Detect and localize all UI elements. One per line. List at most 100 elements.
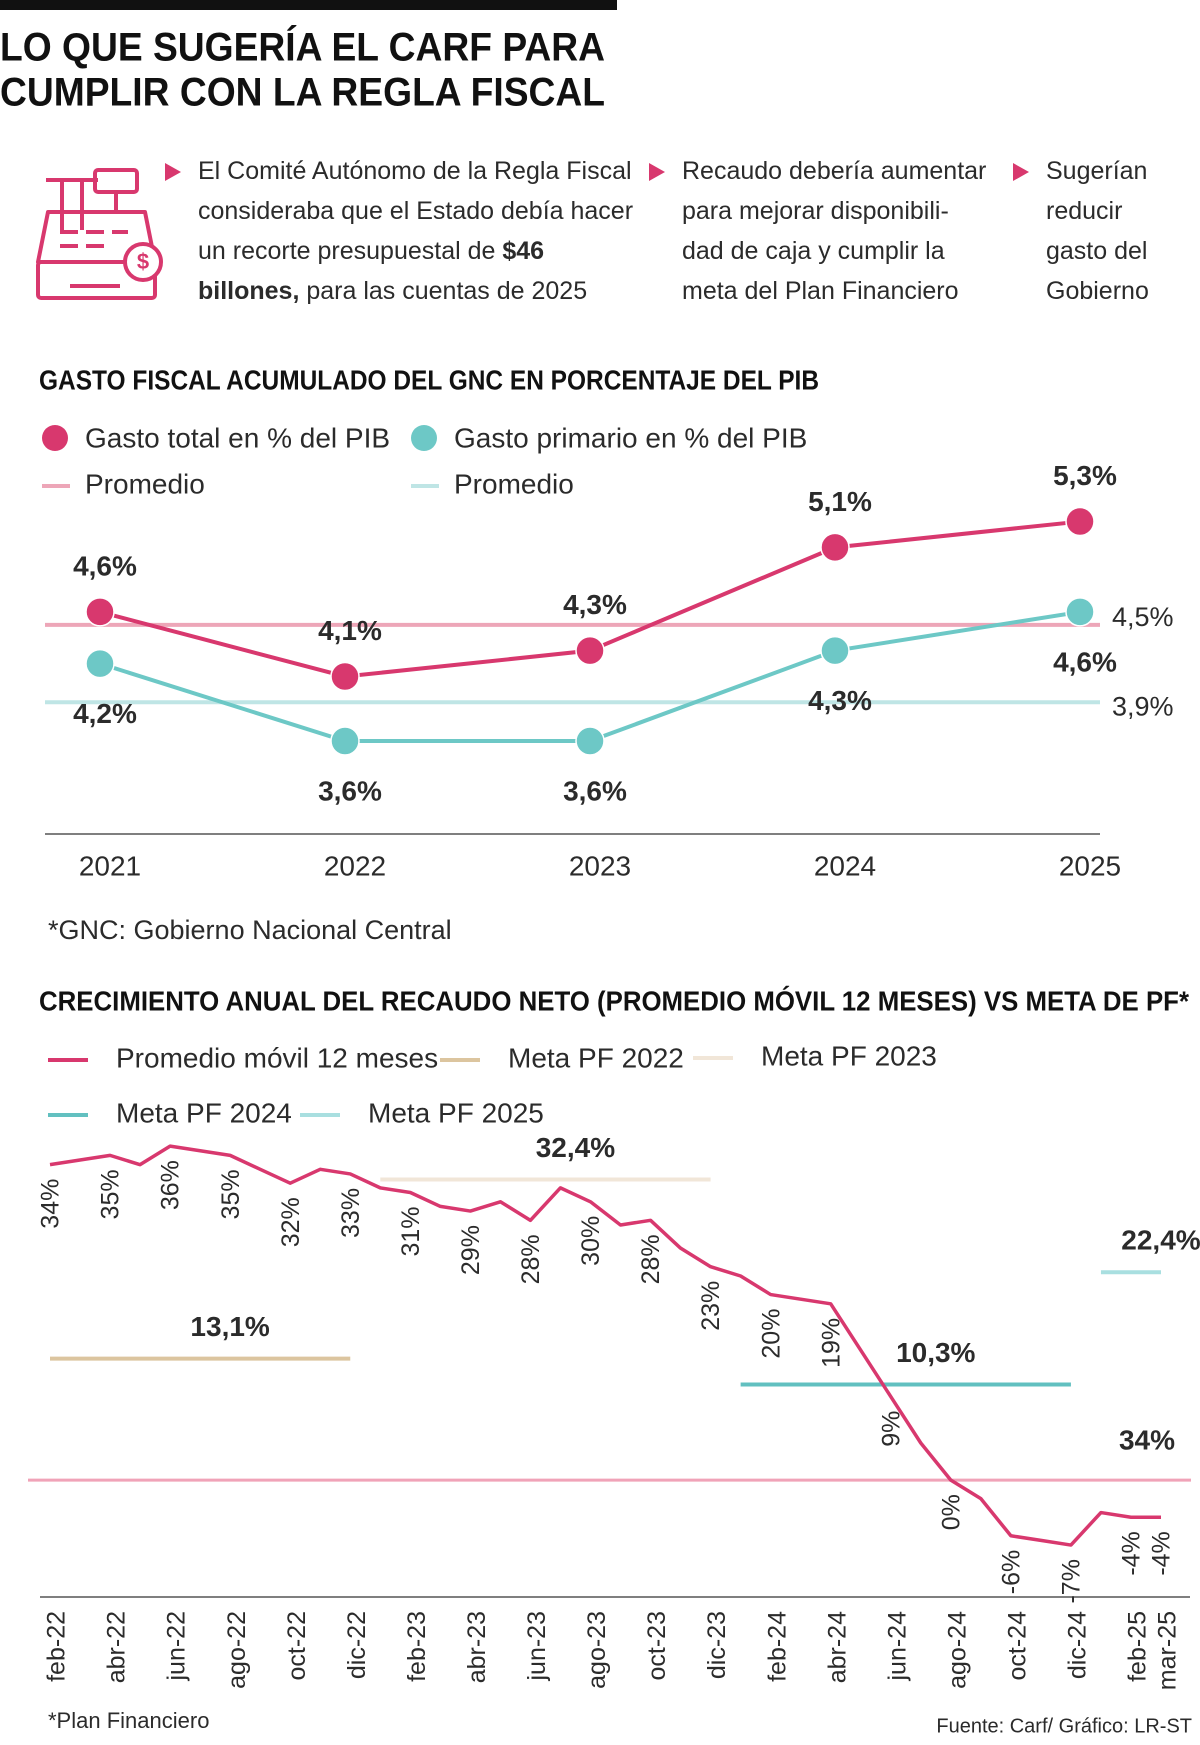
- x-tick-label: 2021: [79, 850, 141, 881]
- data-label: 20%: [757, 1309, 785, 1359]
- x-tick-label: feb-22: [43, 1611, 71, 1682]
- legend-label: Gasto primario en % del PIB: [454, 422, 807, 453]
- legend-label: Promedio móvil 12 meses: [116, 1042, 438, 1073]
- data-point: [1065, 506, 1095, 537]
- x-tick-label: abr-23: [463, 1611, 491, 1683]
- chart-title: GASTO FISCAL ACUMULADO DEL GNC EN PORCEN…: [39, 364, 819, 395]
- text-run: Recaudo debería aumentar: [682, 157, 986, 185]
- text-run: para mejorar disponibili-: [682, 197, 949, 225]
- data-point: [85, 648, 115, 679]
- x-tick-label: jun-23: [523, 1611, 551, 1682]
- annotation: 34%: [1119, 1424, 1175, 1455]
- data-label: 0%: [937, 1494, 965, 1530]
- data-label: 35%: [97, 1169, 125, 1219]
- x-tick-label: dic-22: [343, 1611, 371, 1679]
- page-title: CUMPLIR CON LA REGLA FISCAL: [0, 71, 605, 115]
- bullet-marker: [1013, 163, 1029, 181]
- data-label: 23%: [697, 1281, 725, 1331]
- text-run: consideraba que el Estado debía hacer: [198, 197, 633, 225]
- bullet-text: reducir: [1046, 197, 1122, 225]
- page-title: LO QUE SUGERÍA EL CARF PARA: [0, 25, 605, 70]
- legend-label: Meta PF 2025: [368, 1097, 544, 1128]
- target-label: 10,3%: [896, 1337, 975, 1368]
- data-label: 4,6%: [73, 550, 137, 581]
- text-run: Sugerían: [1046, 157, 1147, 185]
- bullet-text: Gobierno: [1046, 277, 1149, 305]
- data-label: 5,3%: [1053, 460, 1117, 491]
- legend-label: Meta PF 2022: [508, 1042, 684, 1073]
- series-line: [99, 609, 1081, 744]
- average-label: 4,5%: [1112, 602, 1174, 632]
- target-label: 22,4%: [1121, 1225, 1200, 1256]
- data-label: 34%: [37, 1179, 65, 1229]
- average-label: 3,9%: [1112, 691, 1174, 721]
- x-tick-label: 2022: [324, 850, 386, 881]
- svg-text:$: $: [137, 249, 149, 274]
- data-label: 31%: [397, 1206, 425, 1256]
- bullet-text: gasto del: [1046, 237, 1147, 265]
- footnote: *Plan Financiero: [48, 1708, 209, 1733]
- x-tick-label: oct-23: [643, 1611, 671, 1680]
- data-point: [330, 661, 360, 692]
- data-label: 4,2%: [73, 698, 137, 729]
- x-tick-label: oct-24: [1003, 1611, 1031, 1681]
- text-run: reducir: [1046, 197, 1122, 225]
- legend-label: Meta PF 2023: [761, 1040, 937, 1071]
- series-line: [49, 1144, 1161, 1547]
- x-tick-label: dic-23: [703, 1611, 731, 1679]
- x-tick-label: jun-22: [163, 1611, 191, 1682]
- x-tick-label: ago-24: [943, 1611, 971, 1689]
- bullet-text: para mejorar disponibili-: [682, 197, 949, 225]
- x-tick-label: abr-22: [103, 1611, 131, 1683]
- source: Fuente: Carf/ Gráfico: LR-ST: [936, 1715, 1192, 1737]
- x-tick-label: ago-23: [583, 1611, 611, 1689]
- target-label: 13,1%: [190, 1311, 269, 1342]
- data-point: [820, 635, 850, 666]
- legend-label: Promedio: [454, 468, 574, 499]
- data-point: [1065, 597, 1095, 627]
- data-point: [575, 726, 605, 756]
- text-run: El Comité Autónomo de la Regla Fiscal: [198, 157, 632, 185]
- chart-title: CRECIMIENTO ANUAL DEL RECAUDO NETO (PROM…: [39, 985, 1189, 1016]
- x-tick-label: feb-23: [403, 1611, 431, 1682]
- data-point: [820, 532, 850, 563]
- data-label: 3,6%: [563, 775, 627, 806]
- legend-label: Promedio: [85, 468, 205, 499]
- data-label: -4%: [1118, 1531, 1146, 1575]
- data-label: 32%: [277, 1197, 305, 1247]
- bullet-text: un recorte presupuestal de $46: [198, 237, 544, 265]
- legend-swatch: [42, 425, 68, 451]
- text-run: Gobierno: [1046, 277, 1149, 305]
- data-label: 33%: [337, 1188, 365, 1238]
- data-label: 30%: [577, 1216, 605, 1266]
- text-run: dad de caja y cumplir la: [682, 237, 945, 265]
- data-label: 3,6%: [318, 775, 382, 806]
- legend-swatch: [411, 425, 437, 451]
- text-run: billones,: [198, 277, 299, 305]
- data-label: 36%: [157, 1160, 185, 1210]
- x-tick-label: 2025: [1059, 850, 1121, 881]
- text-run: un recorte presupuestal de: [198, 237, 502, 265]
- bullet-text: billones, para las cuentas de 2025: [198, 277, 587, 305]
- data-label: 29%: [457, 1225, 485, 1275]
- register-icon: $: [36, 168, 163, 300]
- text-run: $46: [502, 237, 544, 265]
- bullet-text: meta del Plan Financiero: [682, 277, 959, 305]
- target-label: 32,4%: [536, 1132, 615, 1163]
- data-point: [575, 635, 605, 666]
- x-tick-label: 2023: [569, 850, 631, 881]
- data-label: -4%: [1148, 1531, 1176, 1575]
- x-tick-label: oct-22: [283, 1611, 311, 1680]
- footnote: *GNC: Gobierno Nacional Central: [48, 915, 452, 945]
- bullet-text: Recaudo debería aumentar: [682, 157, 986, 185]
- legend-label: Meta PF 2024: [116, 1097, 292, 1128]
- x-tick-label: ago-22: [223, 1611, 251, 1689]
- data-label: 35%: [217, 1169, 245, 1219]
- data-point: [85, 597, 115, 627]
- x-tick-label: abr-24: [823, 1611, 851, 1683]
- x-tick-label: feb-25: [1124, 1611, 1152, 1682]
- data-label: 4,1%: [318, 615, 382, 646]
- bullet-text: consideraba que el Estado debía hacer: [198, 197, 633, 225]
